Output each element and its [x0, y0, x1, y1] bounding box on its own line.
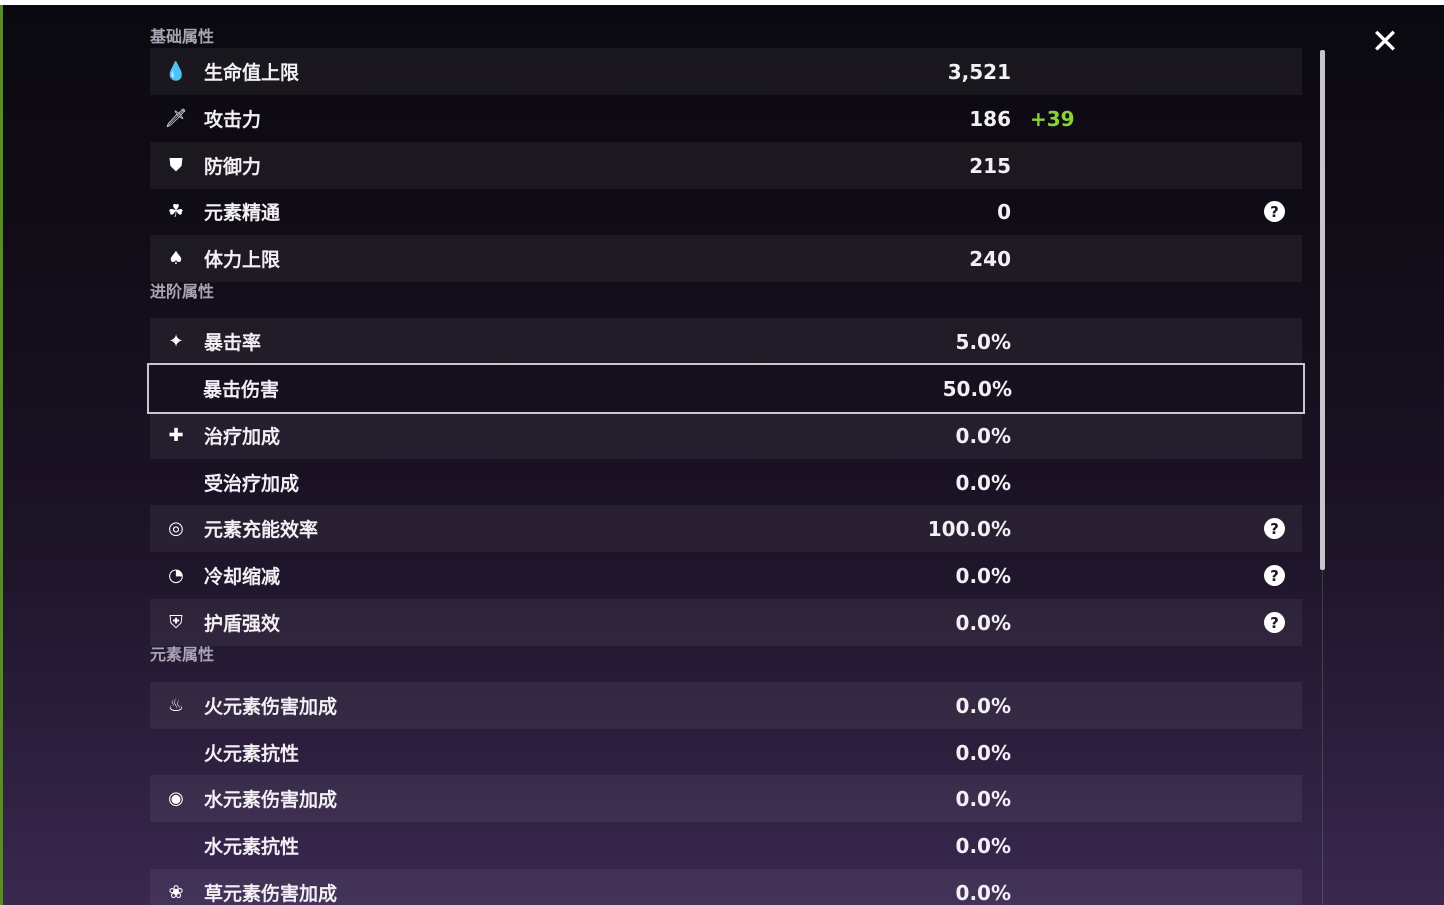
stat-row[interactable]: ✦ 暴击率 5.0% — [150, 318, 1302, 365]
stat-label: 火元素抗性 — [204, 743, 300, 765]
stat-row[interactable]: ♨ 火元素伤害加成 0.0% — [150, 682, 1302, 729]
stat-label: 攻击力 — [204, 109, 262, 131]
help-icon[interactable]: ? — [1264, 518, 1285, 539]
stat-value: 0.0% — [955, 470, 1011, 495]
close-icon[interactable]: ✕ — [1370, 22, 1400, 62]
stat-label: 草元素伤害加成 — [204, 883, 338, 905]
stat-value: 0.0% — [955, 833, 1011, 858]
energy-recharge-icon: ◎ — [168, 518, 184, 539]
stat-row[interactable]: ◔ 冷却缩减 0.0%? — [150, 552, 1302, 599]
stat-label: 暴击伤害 — [203, 379, 280, 401]
stat-value: 215 — [969, 153, 1011, 178]
no-icon — [165, 742, 187, 764]
pyro-icon: ♨ — [167, 695, 185, 716]
stat-value: 50.0% — [942, 376, 1012, 401]
stat-row[interactable]: ◎ 元素充能效率 100.0%? — [150, 505, 1302, 552]
stat-label: 元素充能效率 — [204, 519, 319, 541]
hydro-icon: ◉ — [168, 788, 184, 809]
help-icon[interactable]: ? — [1264, 565, 1285, 586]
stat-row[interactable]: 暴击伤害 50.0% — [147, 363, 1305, 414]
stat-label: 暴击率 — [204, 332, 262, 354]
stamina-icon: ♠ — [167, 248, 185, 269]
help-icon[interactable]: ? — [1264, 201, 1285, 222]
healing-cross-icon: ✚ — [168, 425, 184, 446]
stat-value: 5.0% — [955, 329, 1011, 354]
section-title: 基础属性 — [150, 27, 215, 46]
stat-row[interactable]: 火元素抗性 0.0% — [150, 729, 1302, 776]
elemental-mastery-icon: ☘ — [167, 201, 185, 222]
stat-bonus: +39 — [1030, 106, 1075, 131]
stat-row[interactable]: 水元素抗性 0.0% — [150, 822, 1302, 869]
section-title: 元素属性 — [150, 645, 215, 664]
no-icon — [165, 472, 187, 494]
stat-value: 0.0% — [955, 563, 1011, 588]
stat-value: 0.0% — [955, 693, 1011, 718]
stat-row[interactable]: 🗡 攻击力 186 +39 — [150, 95, 1302, 142]
stat-value: 0 — [997, 199, 1011, 224]
stat-label: 治疗加成 — [204, 426, 281, 448]
stat-value: 0.0% — [955, 786, 1011, 811]
crit-rate-icon: ✦ — [168, 331, 184, 352]
sword-icon: 🗡 — [164, 108, 188, 129]
stat-row[interactable]: ☘ 元素精通 0? — [150, 188, 1302, 235]
stat-row[interactable]: ⛊ 防御力 215 — [150, 142, 1302, 189]
stat-row[interactable]: ◉ 水元素伤害加成 0.0% — [150, 775, 1302, 822]
section-title: 进阶属性 — [150, 282, 215, 301]
stats-panel: 基础属性 💧 生命值上限 3,521 🗡 攻击力 186 +39 ⛊ 防御力 215 ☘ 元素精通 0? ♠… — [3, 5, 1444, 905]
stat-label: 水元素抗性 — [204, 836, 300, 858]
help-icon[interactable]: ? — [1264, 612, 1285, 633]
stat-row[interactable]: 💧 生命值上限 3,521 — [150, 48, 1302, 95]
scrollbar[interactable] — [1320, 50, 1325, 570]
shield-icon: ⛊ — [169, 155, 183, 176]
stat-value: 0.0% — [955, 423, 1011, 448]
stat-value: 0.0% — [955, 740, 1011, 765]
stat-label: 冷却缩减 — [204, 566, 281, 588]
dendro-icon: ❀ — [168, 882, 184, 903]
stat-row[interactable]: ⛨ 护盾强效 0.0%? — [150, 599, 1302, 646]
no-icon — [165, 835, 187, 857]
cooldown-icon: ◔ — [168, 565, 184, 586]
stat-value: 100.0% — [927, 516, 1011, 541]
stat-label: 防御力 — [204, 156, 262, 178]
stat-row[interactable]: 受治疗加成 0.0% — [150, 459, 1302, 506]
stat-row[interactable]: ❀ 草元素伤害加成 0.0% — [150, 869, 1302, 905]
stat-row[interactable]: ♠ 体力上限 240 — [150, 235, 1302, 282]
stat-label: 体力上限 — [204, 249, 281, 271]
stat-value: 3,521 — [947, 59, 1011, 84]
shield-strength-icon: ⛨ — [169, 612, 183, 633]
stat-label: 元素精通 — [204, 202, 281, 224]
stat-value: 0.0% — [955, 610, 1011, 635]
window-edge — [0, 5, 3, 905]
stat-label: 火元素伤害加成 — [204, 696, 338, 718]
stat-label: 水元素伤害加成 — [204, 789, 338, 811]
stat-row[interactable]: ✚ 治疗加成 0.0% — [150, 412, 1302, 459]
stat-label: 生命值上限 — [204, 62, 300, 84]
stat-value: 240 — [969, 246, 1011, 271]
stat-value: 0.0% — [955, 880, 1011, 905]
hp-drop-icon: 💧 — [164, 61, 188, 82]
stat-value: 186 — [969, 106, 1011, 131]
stat-label: 受治疗加成 — [204, 473, 300, 495]
no-icon — [164, 378, 186, 400]
stat-label: 护盾强效 — [204, 613, 281, 635]
